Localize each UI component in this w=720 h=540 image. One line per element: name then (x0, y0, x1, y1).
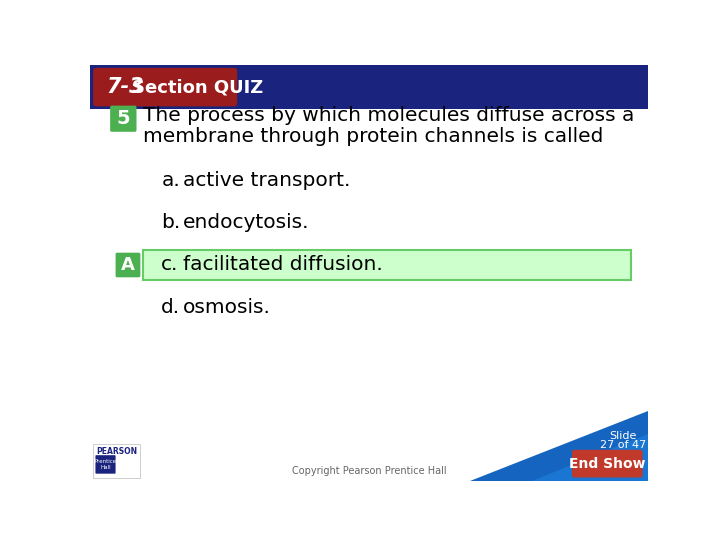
Text: The process by which molecules diffuse across a: The process by which molecules diffuse a… (143, 106, 634, 125)
Text: osmosis.: osmosis. (183, 298, 271, 317)
FancyBboxPatch shape (116, 253, 140, 278)
Text: PEARSON: PEARSON (96, 447, 137, 456)
Text: 7-3: 7-3 (107, 77, 144, 97)
Text: c.: c. (161, 255, 179, 274)
Text: Section QUIZ: Section QUIZ (132, 78, 263, 96)
Text: b.: b. (161, 213, 181, 232)
Text: 5: 5 (117, 109, 130, 128)
Text: active transport.: active transport. (183, 171, 351, 190)
Text: End Show: End Show (569, 457, 645, 471)
FancyBboxPatch shape (93, 68, 238, 106)
Text: d.: d. (161, 298, 181, 317)
FancyBboxPatch shape (90, 65, 648, 110)
Text: Prentice
Hall: Prentice Hall (94, 459, 117, 470)
FancyBboxPatch shape (110, 106, 137, 132)
Text: a.: a. (161, 171, 180, 190)
FancyBboxPatch shape (96, 455, 116, 474)
FancyBboxPatch shape (572, 450, 642, 477)
FancyBboxPatch shape (93, 444, 140, 477)
Text: facilitated diffusion.: facilitated diffusion. (183, 255, 383, 274)
Text: membrane through protein channels is called: membrane through protein channels is cal… (143, 127, 603, 146)
Text: A: A (121, 256, 135, 274)
Text: Slide: Slide (610, 431, 637, 441)
Polygon shape (532, 434, 648, 481)
FancyBboxPatch shape (143, 249, 631, 280)
Text: Copyright Pearson Prentice Hall: Copyright Pearson Prentice Hall (292, 465, 446, 476)
Text: endocytosis.: endocytosis. (183, 213, 310, 232)
Polygon shape (469, 411, 648, 481)
Text: 27 of 47: 27 of 47 (600, 440, 647, 450)
